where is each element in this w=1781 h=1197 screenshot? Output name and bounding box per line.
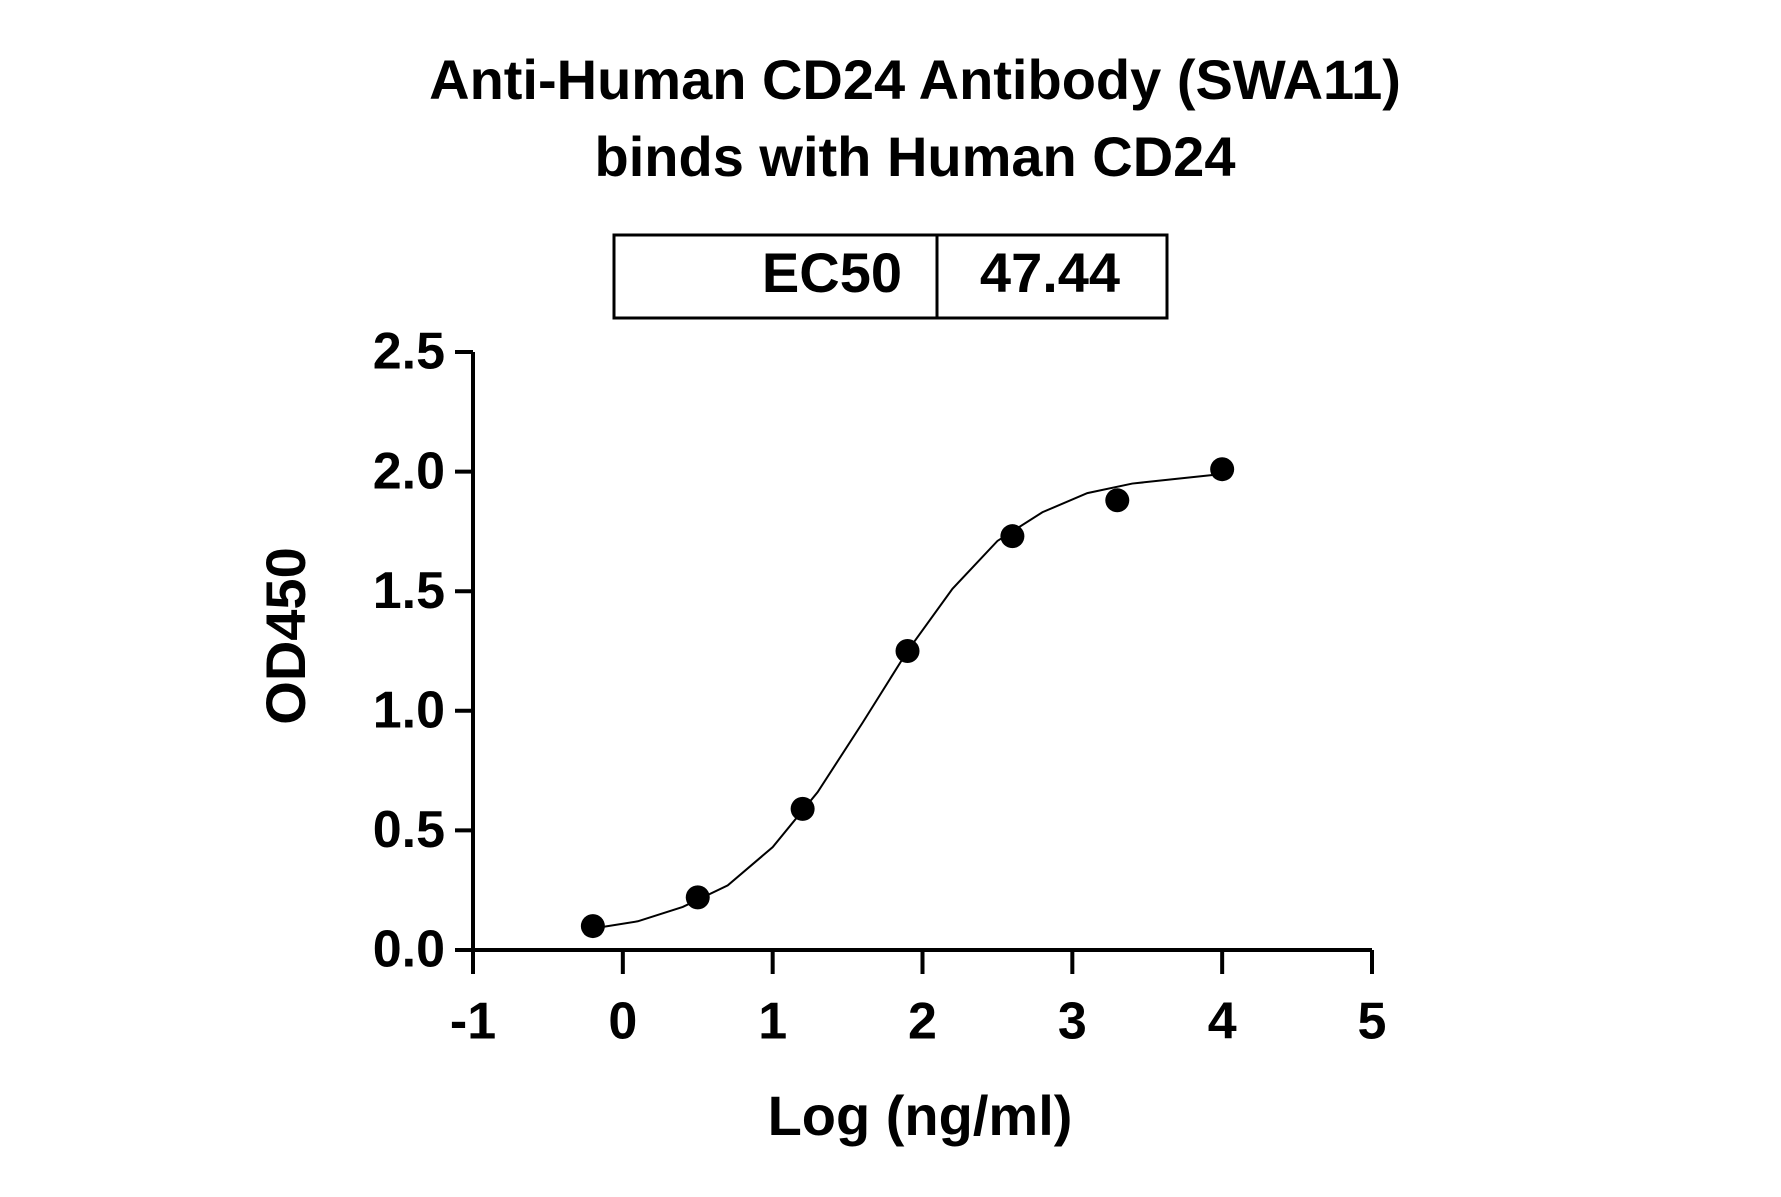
y-tick-label: 0.0	[373, 921, 445, 979]
x-tick-label: 3	[1058, 993, 1087, 1051]
x-tick-label: -1	[450, 993, 496, 1051]
ec50-box	[612, 233, 1169, 320]
ec50-label: EC50	[762, 241, 902, 304]
y-tick-label: 2.5	[373, 323, 445, 381]
fit-curve	[592, 472, 1223, 930]
data-point	[790, 796, 815, 821]
y-tick-label: 0.5	[373, 801, 445, 859]
y-tick-label: 1.5	[373, 562, 445, 620]
y-tick-label: 1.0	[373, 682, 445, 740]
data-point	[1210, 457, 1235, 482]
ec50-value: 47.44	[980, 241, 1120, 304]
data-point	[895, 639, 920, 663]
chart-title: binds with Human CD24	[595, 125, 1236, 188]
x-tick-label: 1	[758, 993, 787, 1051]
data-point	[1000, 524, 1025, 549]
chart-title: Anti-Human CD24 Antibody (SWA11)	[429, 48, 1401, 111]
data-point	[1105, 488, 1130, 513]
data-point	[580, 914, 605, 939]
x-axis-label: Log (ng/ml)	[768, 1084, 1073, 1147]
y-axis-label: OD450	[254, 547, 317, 724]
x-tick-label: 5	[1358, 993, 1387, 1051]
y-tick-label: 2.0	[373, 442, 445, 500]
x-tick-label: 4	[1208, 993, 1237, 1051]
x-tick-label: 2	[908, 993, 937, 1051]
x-tick-label: 0	[608, 993, 637, 1051]
data-point	[685, 885, 710, 910]
